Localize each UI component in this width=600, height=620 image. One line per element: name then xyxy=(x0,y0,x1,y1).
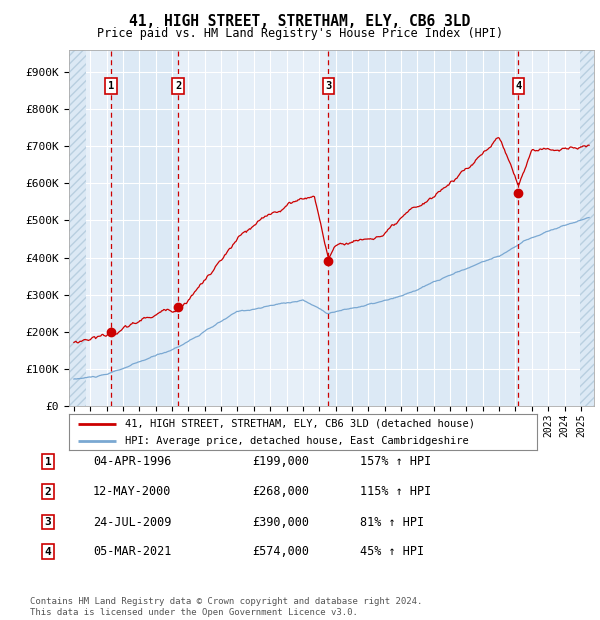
Text: 3: 3 xyxy=(325,81,332,91)
Text: 04-APR-1996: 04-APR-1996 xyxy=(93,456,172,468)
Text: 4: 4 xyxy=(44,547,52,557)
Text: £268,000: £268,000 xyxy=(252,485,309,498)
Text: 45% ↑ HPI: 45% ↑ HPI xyxy=(360,546,424,558)
Bar xyxy=(580,50,594,406)
Text: 24-JUL-2009: 24-JUL-2009 xyxy=(93,516,172,528)
Text: 41, HIGH STREET, STRETHAM, ELY, CB6 3LD: 41, HIGH STREET, STRETHAM, ELY, CB6 3LD xyxy=(130,14,470,29)
Bar xyxy=(178,50,328,406)
Text: 05-MAR-2021: 05-MAR-2021 xyxy=(93,546,172,558)
Text: 3: 3 xyxy=(44,517,52,527)
Text: 157% ↑ HPI: 157% ↑ HPI xyxy=(360,456,431,468)
Text: £199,000: £199,000 xyxy=(252,456,309,468)
Text: £574,000: £574,000 xyxy=(252,546,309,558)
Text: 1: 1 xyxy=(108,81,114,91)
Text: Price paid vs. HM Land Registry's House Price Index (HPI): Price paid vs. HM Land Registry's House … xyxy=(97,27,503,40)
Text: 12-MAY-2000: 12-MAY-2000 xyxy=(93,485,172,498)
Text: 2: 2 xyxy=(44,487,52,497)
Bar xyxy=(69,50,86,406)
Text: Contains HM Land Registry data © Crown copyright and database right 2024.
This d: Contains HM Land Registry data © Crown c… xyxy=(30,598,422,617)
Text: 2: 2 xyxy=(175,81,181,91)
Bar xyxy=(86,50,111,406)
Text: 1: 1 xyxy=(44,457,52,467)
Bar xyxy=(518,50,580,406)
Text: 115% ↑ HPI: 115% ↑ HPI xyxy=(360,485,431,498)
Text: 4: 4 xyxy=(515,81,521,91)
Text: £390,000: £390,000 xyxy=(252,516,309,528)
Text: HPI: Average price, detached house, East Cambridgeshire: HPI: Average price, detached house, East… xyxy=(125,435,469,446)
Text: 81% ↑ HPI: 81% ↑ HPI xyxy=(360,516,424,528)
Text: 41, HIGH STREET, STRETHAM, ELY, CB6 3LD (detached house): 41, HIGH STREET, STRETHAM, ELY, CB6 3LD … xyxy=(125,418,475,428)
